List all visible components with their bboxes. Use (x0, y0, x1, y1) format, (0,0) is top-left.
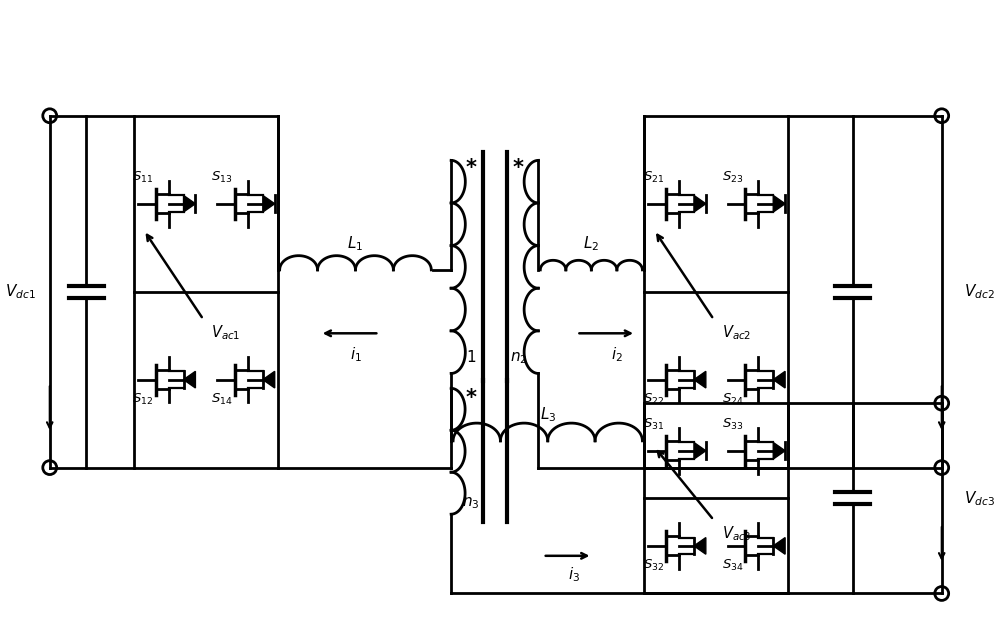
Text: $S_{22}$: $S_{22}$ (643, 391, 664, 407)
Polygon shape (773, 537, 785, 554)
Text: $S_{23}$: $S_{23}$ (722, 170, 743, 185)
Polygon shape (694, 371, 706, 388)
Text: $S_{11}$: $S_{11}$ (132, 170, 154, 185)
Text: $S_{24}$: $S_{24}$ (722, 391, 743, 407)
Polygon shape (263, 371, 275, 388)
Text: $V_{dc3}$: $V_{dc3}$ (964, 489, 995, 508)
Text: $S_{34}$: $S_{34}$ (722, 558, 743, 573)
Polygon shape (773, 195, 785, 212)
Text: $V_{ac3}$: $V_{ac3}$ (722, 524, 751, 543)
Text: $L_2$: $L_2$ (583, 234, 599, 253)
Text: $S_{14}$: $S_{14}$ (211, 391, 233, 407)
Polygon shape (694, 537, 706, 554)
Text: $S_{32}$: $S_{32}$ (643, 558, 664, 573)
Polygon shape (184, 371, 195, 388)
Text: $V_{ac1}$: $V_{ac1}$ (211, 323, 241, 342)
Text: *: * (465, 158, 476, 178)
Text: $n_3$: $n_3$ (462, 495, 480, 511)
Text: $i_1$: $i_1$ (350, 345, 361, 364)
Text: $L_1$: $L_1$ (347, 234, 364, 253)
Text: $V_{dc1}$: $V_{dc1}$ (5, 282, 35, 301)
Polygon shape (694, 195, 706, 212)
Text: *: * (513, 158, 524, 178)
Text: $S_{12}$: $S_{12}$ (132, 391, 153, 407)
Text: $V_{ac2}$: $V_{ac2}$ (722, 323, 751, 342)
Polygon shape (263, 195, 275, 212)
Text: $n_2$: $n_2$ (510, 351, 527, 366)
Polygon shape (773, 442, 785, 459)
Text: 1: 1 (466, 349, 476, 364)
Text: $i_3$: $i_3$ (568, 565, 580, 584)
Text: $V_{dc2}$: $V_{dc2}$ (964, 282, 995, 301)
Text: $i_2$: $i_2$ (611, 345, 623, 364)
Text: $L_3$: $L_3$ (540, 405, 556, 424)
Polygon shape (694, 442, 706, 459)
Text: $S_{31}$: $S_{31}$ (643, 417, 664, 432)
Polygon shape (184, 195, 195, 212)
Text: $S_{21}$: $S_{21}$ (643, 170, 664, 185)
Text: $S_{13}$: $S_{13}$ (211, 170, 233, 185)
Polygon shape (773, 371, 785, 388)
Text: *: * (465, 388, 476, 408)
Text: $S_{33}$: $S_{33}$ (722, 417, 743, 432)
